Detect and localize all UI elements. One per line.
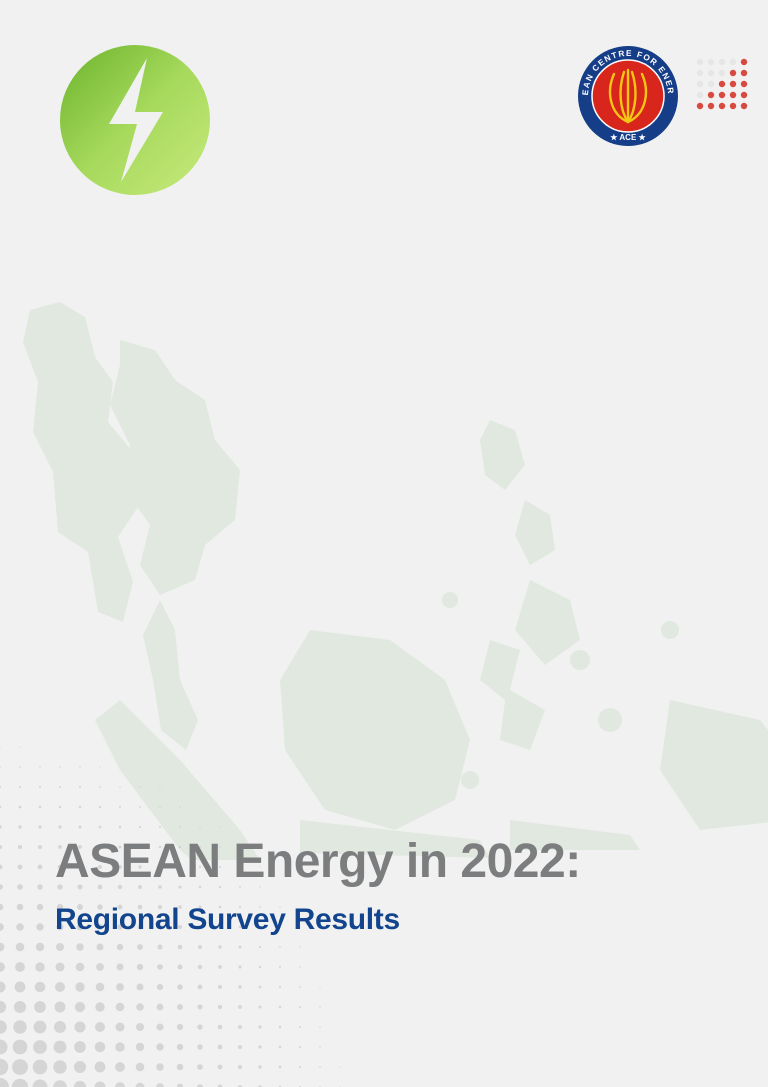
ace-abbr: ★ ACE ★ [610,133,646,142]
report-cover-page: ASEAN CENTRE FOR ENERGY ★ ACE ★ ASEAN En… [0,0,768,1087]
ace-seal-logo: ASEAN CENTRE FOR ENERGY ★ ACE ★ [576,44,680,148]
cover-title-main: ASEAN Energy in 2022: [55,834,581,889]
cover-title-sub: Regional Survey Results [55,903,581,937]
energy-bolt-logo [55,40,215,200]
dot-grid-accent [696,58,750,112]
cover-title-block: ASEAN Energy in 2022: Regional Survey Re… [55,834,581,937]
